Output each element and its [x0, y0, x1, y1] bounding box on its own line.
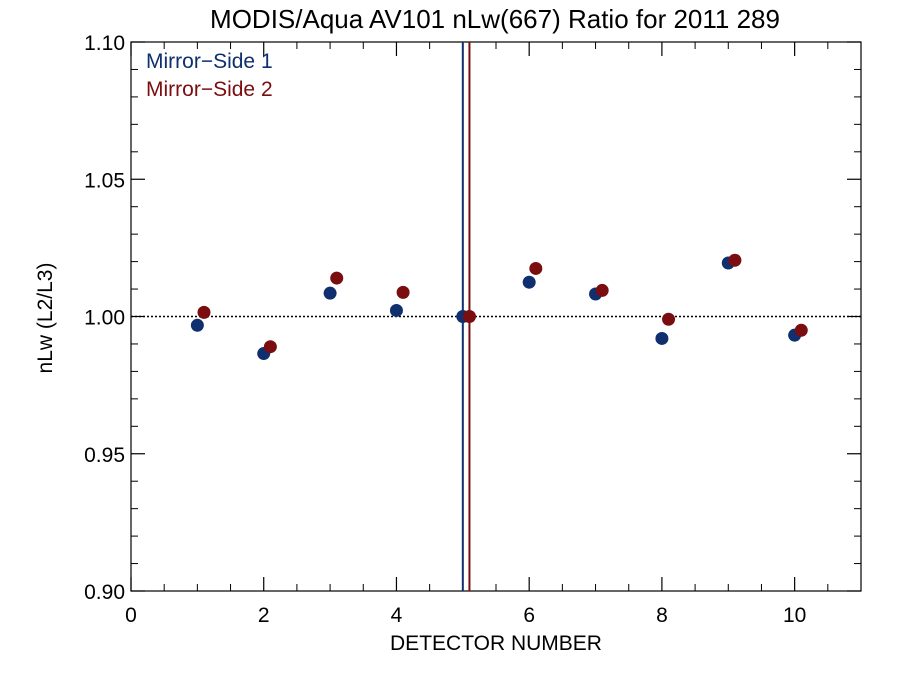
data-point-series-2 — [595, 283, 609, 297]
x-tick-label: 4 — [391, 604, 403, 627]
data-point-series-2 — [396, 285, 410, 299]
data-point-series-2 — [794, 323, 808, 337]
x-tick-label: 2 — [258, 604, 270, 627]
data-point-series-2 — [529, 261, 543, 275]
data-point-series-2 — [263, 340, 277, 354]
y-tick-label: 0.90 — [84, 581, 125, 604]
data-point-series-1 — [655, 331, 669, 345]
x-axis-label: DETECTOR NUMBER — [390, 632, 602, 655]
data-point-series-2 — [662, 312, 676, 326]
legend-entry-mirror-side-1: Mirror−Side 1 — [146, 50, 273, 73]
data-point-series-2 — [462, 310, 476, 323]
data-point-series-1 — [190, 318, 204, 332]
y-tick-label: 1.10 — [84, 32, 125, 55]
y-axis-label: nLw (L2/L3) — [34, 263, 57, 374]
data-point-series-1 — [389, 303, 403, 317]
x-tick-label: 6 — [523, 604, 535, 627]
x-tick-label: 8 — [656, 604, 668, 627]
axis-ticks — [130, 41, 862, 592]
chart-title: MODIS/Aqua AV101 nLw(667) Ratio for 2011… — [210, 4, 780, 34]
data-points — [190, 253, 808, 361]
tick-labels: 0 2 4 6 8 10 0.90 0.95 1.00 1.05 1.10 — [84, 32, 806, 627]
x-tick-label: 10 — [783, 604, 806, 627]
reference-lines — [131, 42, 861, 591]
data-point-series-2 — [197, 305, 211, 319]
x-tick-label: 0 — [125, 604, 137, 627]
data-point-series-1 — [522, 275, 536, 289]
y-tick-label: 1.00 — [84, 307, 125, 330]
data-point-series-1 — [323, 286, 337, 300]
data-point-series-2 — [728, 253, 742, 267]
legend-entry-mirror-side-2: Mirror−Side 2 — [146, 78, 273, 101]
y-tick-label: 0.95 — [84, 444, 125, 467]
data-point-series-2 — [330, 271, 344, 285]
y-tick-label: 1.05 — [84, 169, 125, 192]
